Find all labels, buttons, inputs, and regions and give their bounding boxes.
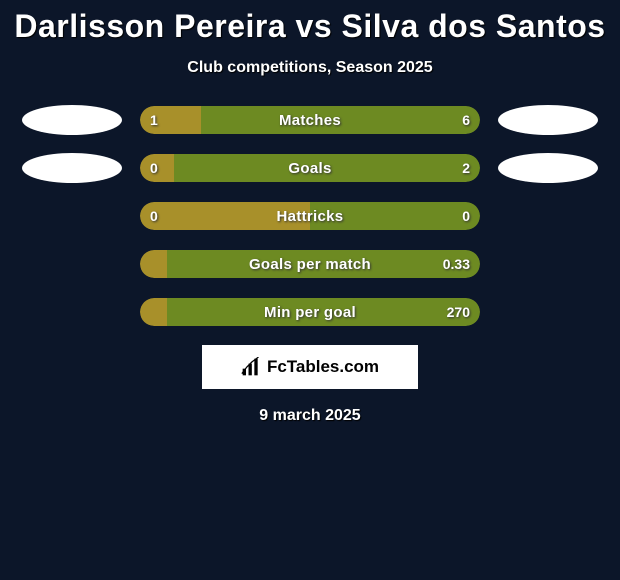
comparison-rows: 16Matches 02Goals 00Hattricks 0.33Goals per… <box>0 105 620 327</box>
team-badge-left <box>22 105 122 135</box>
team-badge-right <box>498 153 598 183</box>
comparison-row: 270Min per goal <box>0 297 620 327</box>
stat-label: Matches <box>140 106 480 134</box>
branding-text: FcTables.com <box>267 357 379 377</box>
badge-spacer <box>498 297 598 327</box>
comparison-row: 0.33Goals per match <box>0 249 620 279</box>
stat-label: Min per goal <box>140 298 480 326</box>
stat-bar: 0.33Goals per match <box>140 250 480 278</box>
comparison-row: 00Hattricks <box>0 201 620 231</box>
badge-spacer <box>498 201 598 231</box>
page-subtitle: Club competitions, Season 2025 <box>0 59 620 77</box>
team-badge-left <box>22 153 122 183</box>
team-badge-right <box>498 105 598 135</box>
badge-spacer <box>22 249 122 279</box>
stat-bar: 16Matches <box>140 106 480 134</box>
stat-label: Hattricks <box>140 202 480 230</box>
stat-bar: 02Goals <box>140 154 480 182</box>
comparison-row: 02Goals <box>0 153 620 183</box>
badge-spacer <box>498 249 598 279</box>
bar-chart-icon <box>241 357 261 377</box>
stat-label: Goals per match <box>140 250 480 278</box>
stat-label: Goals <box>140 154 480 182</box>
branding-inner: FcTables.com <box>241 357 379 377</box>
stat-bar: 00Hattricks <box>140 202 480 230</box>
badge-spacer <box>22 201 122 231</box>
comparison-row: 16Matches <box>0 105 620 135</box>
badge-spacer <box>22 297 122 327</box>
stat-bar: 270Min per goal <box>140 298 480 326</box>
branding-box: FcTables.com <box>202 345 418 389</box>
footer-date: 9 march 2025 <box>0 407 620 425</box>
page-title: Darlisson Pereira vs Silva dos Santos <box>0 0 620 45</box>
